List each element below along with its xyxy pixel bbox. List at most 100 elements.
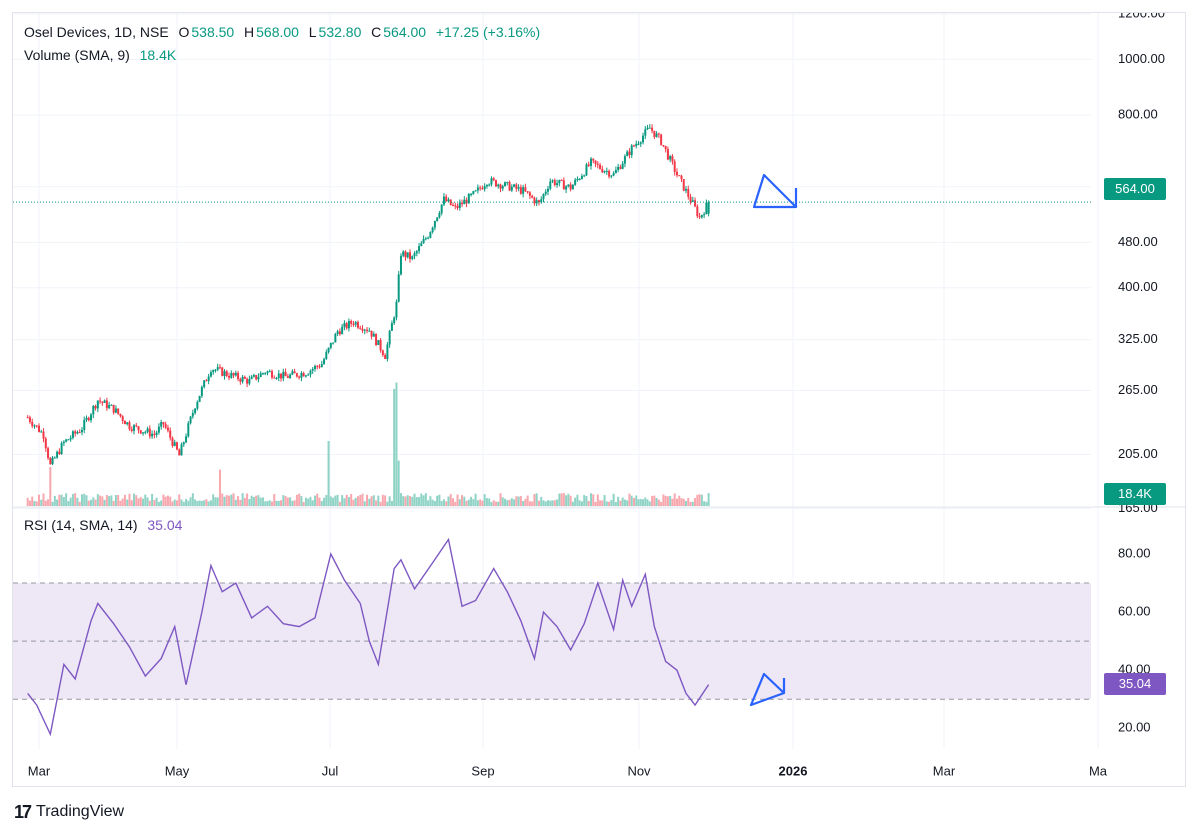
volume-bar <box>623 499 626 506</box>
volume-bar <box>574 497 577 506</box>
volume-bar <box>252 496 255 506</box>
candle-body <box>381 350 384 356</box>
candle-body <box>680 175 683 180</box>
candle-body <box>347 320 350 329</box>
volume-bar <box>189 497 192 506</box>
volume-bar <box>569 495 572 506</box>
volume-bar <box>144 494 147 506</box>
candle-body <box>499 184 502 189</box>
candle-body <box>409 252 412 259</box>
candle-body <box>687 188 690 197</box>
chart-frame[interactable]: 1200.001000.00800.00600.00480.00400.0032… <box>12 12 1186 787</box>
candle-body <box>221 367 224 376</box>
candle-body <box>191 412 194 417</box>
volume-bar <box>463 496 466 506</box>
candle-body <box>300 373 303 378</box>
candle-body <box>162 422 165 425</box>
candle-body <box>483 186 486 190</box>
candle-body <box>121 416 124 421</box>
candle-body <box>689 196 692 202</box>
candle-body <box>537 200 540 203</box>
candle-body <box>632 145 635 147</box>
candle-body <box>463 199 466 205</box>
candle-body <box>565 186 568 190</box>
price-axis-tick: 1200.00 <box>1118 13 1165 20</box>
volume-bar <box>200 500 203 506</box>
volume-bar <box>135 495 138 506</box>
volume-bar <box>60 494 63 506</box>
volume-bar <box>105 495 108 506</box>
volume-bar <box>40 499 43 506</box>
volume-bar <box>255 495 258 506</box>
candle-body <box>549 181 552 189</box>
candle-body <box>614 170 617 174</box>
candle-body <box>230 372 233 378</box>
volume-bar <box>293 500 296 506</box>
volume-bar <box>504 498 507 506</box>
candle-body <box>476 187 479 191</box>
volume-bar <box>311 500 314 506</box>
volume-bar <box>556 499 559 506</box>
brand-name[interactable]: TradingView <box>36 803 125 820</box>
volume-bar <box>71 493 74 506</box>
candle-body <box>501 186 504 189</box>
candle-body <box>698 216 701 218</box>
volume-bar <box>78 501 81 506</box>
volume-bar <box>228 495 231 506</box>
symbol-title[interactable]: Osel Devices, 1D, NSE <box>24 24 169 40</box>
volume-bar <box>286 497 289 506</box>
volume-bar <box>69 497 72 506</box>
rsi-label[interactable]: RSI (14, SMA, 14) <box>24 517 138 533</box>
candle-body <box>223 371 226 376</box>
rsi-value: 35.04 <box>147 517 183 533</box>
volume-group <box>26 382 710 506</box>
candle-body <box>309 370 312 375</box>
volume-bar <box>442 499 445 506</box>
volume-bar <box>264 501 267 506</box>
time-axis-tick: Sep <box>471 763 494 778</box>
candle-body <box>99 400 102 402</box>
rsi-axis-tick: 40.00 <box>1118 662 1151 677</box>
candle-body <box>393 317 396 324</box>
chart-canvas[interactable]: 1200.001000.00800.00600.00480.00400.0032… <box>13 13 1185 786</box>
volume-bar <box>209 500 212 506</box>
volume-bar <box>388 496 391 506</box>
volume-bar <box>540 496 543 506</box>
volume-bar <box>626 500 629 506</box>
candle-body <box>599 164 602 169</box>
time-axis-tick: Jul <box>322 763 339 778</box>
volume-bar <box>515 496 518 506</box>
candle-body <box>293 371 296 374</box>
candle-body <box>590 158 592 166</box>
candle-body <box>660 134 663 146</box>
candle-body <box>696 206 699 217</box>
tradingview-logo-icon[interactable]: 17 <box>14 801 32 822</box>
volume-bar <box>420 493 423 506</box>
candle-body <box>508 182 511 191</box>
volume-bar <box>42 493 45 506</box>
rsi-axis-tick: 60.00 <box>1118 604 1151 619</box>
volume-bar <box>146 497 149 506</box>
volume-bar <box>49 467 52 506</box>
volume-bar <box>483 494 486 506</box>
candle-body <box>110 404 113 406</box>
candle-body <box>494 180 497 187</box>
volume-bar <box>415 497 418 506</box>
volume-bar <box>614 501 617 506</box>
rsi-band <box>13 583 1091 700</box>
volume-label[interactable]: Volume (SMA, 9) <box>24 47 130 63</box>
rsi-line <box>27 537 710 737</box>
candle-body <box>261 373 264 375</box>
candle-body <box>666 149 669 160</box>
volume-bar <box>92 497 95 506</box>
candle-body <box>375 333 378 345</box>
candle-body <box>65 439 68 442</box>
candle-body <box>291 371 294 375</box>
candle-body <box>171 437 174 446</box>
volume-bar <box>128 493 131 506</box>
volume-bar <box>612 493 615 506</box>
volume-bar <box>386 501 389 506</box>
volume-bar <box>682 498 685 506</box>
volume-bar <box>424 493 427 506</box>
volume-bar <box>234 499 237 506</box>
